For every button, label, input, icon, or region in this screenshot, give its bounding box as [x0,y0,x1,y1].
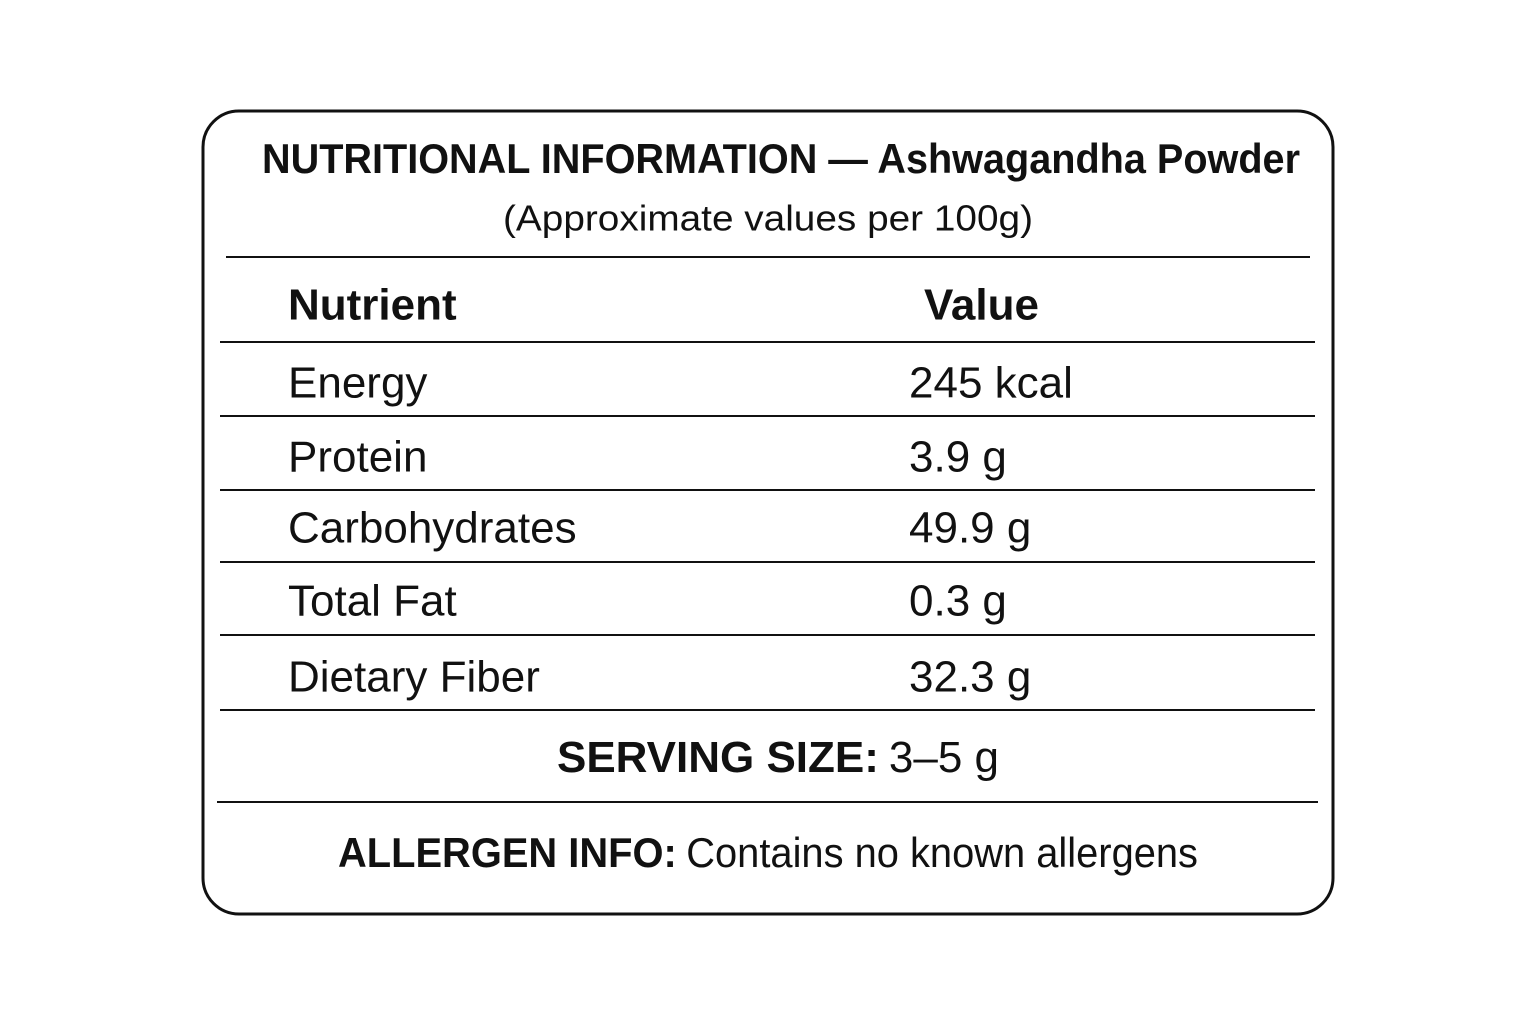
table-body: Energy 245 kcal Protein 3.9 g Carbohydrates 4… [220,359,1315,711]
allergen-label: ALLERGEN INFO: [338,829,677,876]
nutrient-name: Protein [288,433,427,482]
title-main: NUTRITIONAL INFORMATION — [262,135,868,182]
allergen-info: ALLERGEN INFO:Contains no known allergen… [338,829,1198,876]
serving-value: 3–5 g [889,733,999,782]
nutrient-name: Dietary Fiber [288,653,540,702]
serving-size: SERVING SIZE: 3–5 g [557,733,999,782]
nutrient-value: 49.9 g [909,504,1031,553]
nutrient-name: Energy [288,359,427,408]
label-frame [201,109,1335,916]
column-header: Nutrient [288,281,457,330]
nutrient-value: 0.3 g [909,577,1007,626]
subtitle: (Approximate values per 100g) [503,198,1033,239]
title-product: Ashwagandha Powder [877,135,1300,182]
nutrient-value: 245 kcal [909,359,1073,408]
nutrient-value: 3.9 g [909,433,1007,482]
nutrient-name: Total Fat [288,577,457,626]
allergen-value: Contains no known allergens [686,829,1198,876]
serving-label: SERVING SIZE: [557,733,879,782]
nutrient-name: Carbohydrates [288,504,577,553]
nutrient-value: 32.3 g [909,653,1031,702]
title: NUTRITIONAL INFORMATION —Ashwagandha Pow… [262,135,1300,182]
column-header: Value [924,281,1039,330]
